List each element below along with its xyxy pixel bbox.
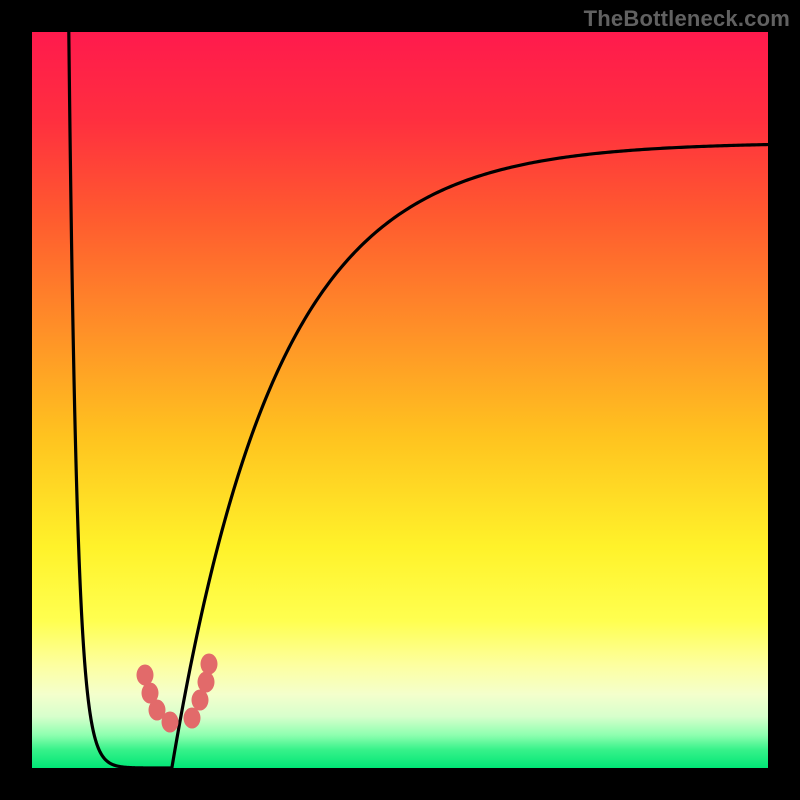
- gradient-plot-area: [32, 32, 768, 768]
- valley-dot: [201, 654, 218, 675]
- valley-dot: [184, 708, 201, 729]
- valley-dot: [137, 665, 154, 686]
- valley-dot: [162, 712, 179, 733]
- chart-root: TheBottleneck.com: [0, 0, 800, 800]
- valley-dot: [198, 672, 215, 693]
- bottleneck-chart: [0, 0, 800, 800]
- valley-dot: [192, 690, 209, 711]
- watermark-text: TheBottleneck.com: [584, 6, 790, 32]
